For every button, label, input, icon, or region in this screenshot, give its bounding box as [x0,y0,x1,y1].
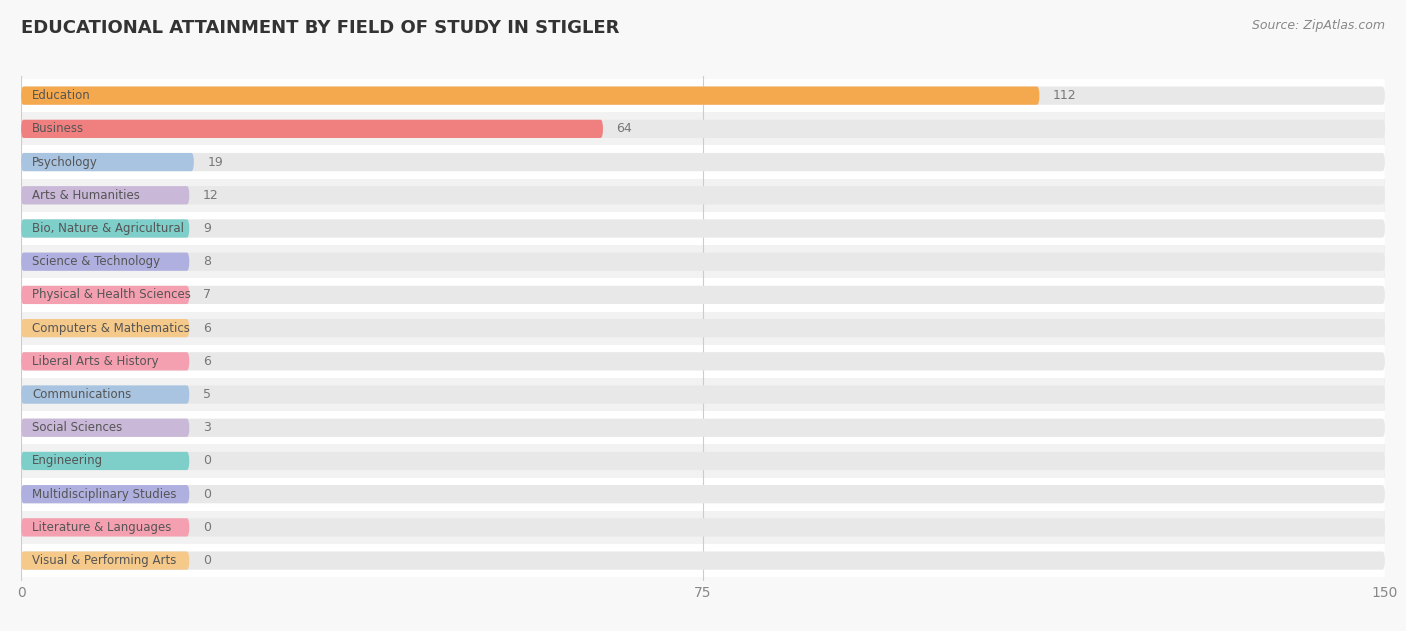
Text: Psychology: Psychology [32,156,98,168]
Text: Multidisciplinary Studies: Multidisciplinary Studies [32,488,177,500]
FancyBboxPatch shape [21,352,190,370]
FancyBboxPatch shape [3,345,1403,378]
Text: 6: 6 [202,322,211,334]
FancyBboxPatch shape [21,186,190,204]
FancyBboxPatch shape [21,220,1385,238]
FancyBboxPatch shape [21,153,1385,171]
FancyBboxPatch shape [3,212,1403,245]
FancyBboxPatch shape [21,120,603,138]
Text: 3: 3 [202,422,211,434]
FancyBboxPatch shape [21,319,190,337]
FancyBboxPatch shape [21,86,1039,105]
Text: EDUCATIONAL ATTAINMENT BY FIELD OF STUDY IN STIGLER: EDUCATIONAL ATTAINMENT BY FIELD OF STUDY… [21,19,620,37]
FancyBboxPatch shape [21,551,190,570]
Text: 0: 0 [202,488,211,500]
Text: 19: 19 [208,156,224,168]
FancyBboxPatch shape [3,478,1403,510]
FancyBboxPatch shape [3,411,1403,444]
FancyBboxPatch shape [3,179,1403,212]
Text: Business: Business [32,122,84,136]
FancyBboxPatch shape [3,444,1403,478]
Text: 12: 12 [202,189,219,202]
FancyBboxPatch shape [21,452,1385,470]
Text: 7: 7 [202,288,211,302]
Text: 64: 64 [617,122,633,136]
FancyBboxPatch shape [21,252,1385,271]
FancyBboxPatch shape [21,418,190,437]
Text: 6: 6 [202,355,211,368]
Text: Engineering: Engineering [32,454,103,468]
Text: 5: 5 [202,388,211,401]
FancyBboxPatch shape [21,485,1385,504]
FancyBboxPatch shape [3,245,1403,278]
FancyBboxPatch shape [21,220,190,238]
FancyBboxPatch shape [21,352,1385,370]
FancyBboxPatch shape [21,286,190,304]
FancyBboxPatch shape [3,146,1403,179]
FancyBboxPatch shape [3,378,1403,411]
FancyBboxPatch shape [21,153,194,171]
Text: Arts & Humanities: Arts & Humanities [32,189,139,202]
FancyBboxPatch shape [21,252,190,271]
FancyBboxPatch shape [3,544,1403,577]
Text: Liberal Arts & History: Liberal Arts & History [32,355,159,368]
FancyBboxPatch shape [21,518,190,536]
Text: Physical & Health Sciences: Physical & Health Sciences [32,288,191,302]
FancyBboxPatch shape [3,510,1403,544]
FancyBboxPatch shape [21,86,1385,105]
Text: 9: 9 [202,222,211,235]
Text: 0: 0 [202,554,211,567]
FancyBboxPatch shape [3,312,1403,345]
FancyBboxPatch shape [21,386,1385,404]
FancyBboxPatch shape [3,112,1403,146]
Text: Visual & Performing Arts: Visual & Performing Arts [32,554,176,567]
Text: 8: 8 [202,255,211,268]
FancyBboxPatch shape [21,485,190,504]
Text: 0: 0 [202,454,211,468]
Text: Computers & Mathematics: Computers & Mathematics [32,322,190,334]
FancyBboxPatch shape [21,551,1385,570]
FancyBboxPatch shape [21,120,1385,138]
Text: 112: 112 [1053,89,1077,102]
FancyBboxPatch shape [21,286,1385,304]
FancyBboxPatch shape [21,386,190,404]
FancyBboxPatch shape [3,278,1403,312]
FancyBboxPatch shape [21,452,190,470]
Text: Education: Education [32,89,91,102]
Text: Communications: Communications [32,388,131,401]
FancyBboxPatch shape [21,518,1385,536]
Text: Source: ZipAtlas.com: Source: ZipAtlas.com [1251,19,1385,32]
FancyBboxPatch shape [3,79,1403,112]
Text: Social Sciences: Social Sciences [32,422,122,434]
Text: Bio, Nature & Agricultural: Bio, Nature & Agricultural [32,222,184,235]
Text: 0: 0 [202,521,211,534]
Text: Literature & Languages: Literature & Languages [32,521,172,534]
Text: Science & Technology: Science & Technology [32,255,160,268]
FancyBboxPatch shape [21,319,1385,337]
FancyBboxPatch shape [21,418,1385,437]
FancyBboxPatch shape [21,186,1385,204]
